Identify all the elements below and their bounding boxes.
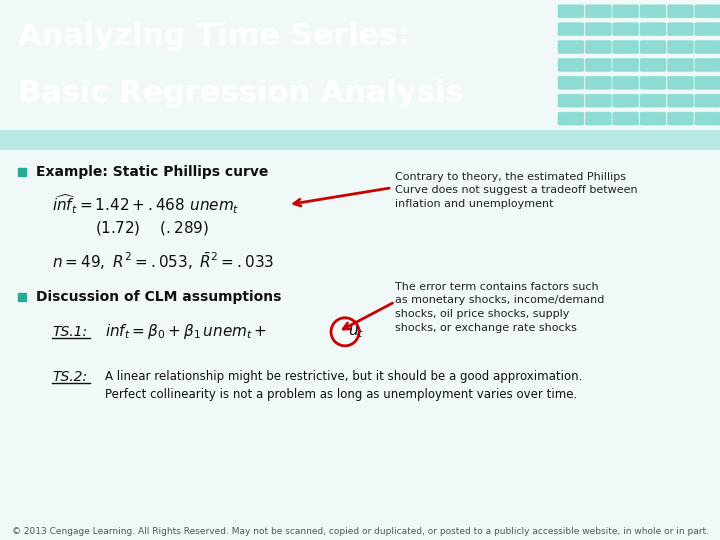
Text: Contrary to theory, the estimated Phillips
Curve does not suggest a tradeoff bet: Contrary to theory, the estimated Philli… [395, 172, 638, 209]
Text: $\widehat{inf}_t = 1.42 + .468\ unem_t$: $\widehat{inf}_t = 1.42 + .468\ unem_t$ [52, 193, 240, 217]
FancyBboxPatch shape [695, 5, 720, 18]
Text: Basic Regression Analysis: Basic Regression Analysis [18, 79, 464, 108]
Text: TS.1:: TS.1: [52, 325, 87, 339]
FancyBboxPatch shape [667, 94, 693, 107]
Text: Example: Static Phillips curve: Example: Static Phillips curve [36, 165, 269, 179]
FancyBboxPatch shape [585, 23, 611, 36]
FancyBboxPatch shape [640, 40, 666, 53]
Text: $(1.72)\ \ \ \ (.289)$: $(1.72)\ \ \ \ (.289)$ [95, 219, 209, 237]
FancyBboxPatch shape [558, 40, 584, 53]
FancyBboxPatch shape [585, 5, 611, 18]
FancyBboxPatch shape [558, 58, 584, 71]
FancyBboxPatch shape [558, 112, 584, 125]
FancyBboxPatch shape [667, 58, 693, 71]
FancyBboxPatch shape [613, 94, 639, 107]
FancyBboxPatch shape [585, 40, 611, 53]
FancyBboxPatch shape [667, 112, 693, 125]
FancyBboxPatch shape [585, 76, 611, 89]
FancyBboxPatch shape [585, 112, 611, 125]
FancyBboxPatch shape [695, 76, 720, 89]
FancyBboxPatch shape [640, 23, 666, 36]
FancyBboxPatch shape [558, 76, 584, 89]
FancyBboxPatch shape [640, 76, 666, 89]
Text: © 2013 Cengage Learning. All Rights Reserved. May not be scanned, copied or dupl: © 2013 Cengage Learning. All Rights Rese… [12, 528, 708, 537]
FancyBboxPatch shape [613, 112, 639, 125]
FancyBboxPatch shape [667, 5, 693, 18]
FancyBboxPatch shape [558, 23, 584, 36]
Text: $inf_t = \beta_0 + \beta_1\,unem_t +$: $inf_t = \beta_0 + \beta_1\,unem_t +$ [105, 322, 267, 341]
FancyBboxPatch shape [558, 94, 584, 107]
FancyBboxPatch shape [695, 58, 720, 71]
FancyBboxPatch shape [585, 58, 611, 71]
Text: $u_t$: $u_t$ [348, 324, 364, 340]
FancyBboxPatch shape [667, 76, 693, 89]
FancyBboxPatch shape [640, 5, 666, 18]
FancyBboxPatch shape [640, 112, 666, 125]
FancyBboxPatch shape [695, 40, 720, 53]
FancyBboxPatch shape [613, 76, 639, 89]
Bar [0, 130, 720, 150]
FancyBboxPatch shape [558, 5, 584, 18]
Text: $n = 49,\ R^2 = .053,\ \bar{R}^2 = .033$: $n = 49,\ R^2 = .053,\ \bar{R}^2 = .033$ [52, 251, 274, 272]
FancyBboxPatch shape [585, 94, 611, 107]
FancyBboxPatch shape [613, 40, 639, 53]
FancyBboxPatch shape [695, 94, 720, 107]
FancyBboxPatch shape [613, 58, 639, 71]
FancyBboxPatch shape [695, 23, 720, 36]
FancyBboxPatch shape [667, 23, 693, 36]
FancyBboxPatch shape [695, 112, 720, 125]
Text: A linear relationship might be restrictive, but it should be a good approximatio: A linear relationship might be restricti… [105, 370, 582, 401]
Text: TS.2:: TS.2: [52, 370, 87, 384]
FancyBboxPatch shape [613, 23, 639, 36]
Text: The error term contains factors such
as monetary shocks, income/demand
shocks, o: The error term contains factors such as … [395, 282, 604, 333]
Text: Analyzing Time Series:: Analyzing Time Series: [18, 22, 410, 51]
FancyBboxPatch shape [640, 58, 666, 71]
FancyBboxPatch shape [613, 5, 639, 18]
FancyBboxPatch shape [640, 94, 666, 107]
FancyBboxPatch shape [667, 40, 693, 53]
Text: Discussion of CLM assumptions: Discussion of CLM assumptions [36, 290, 282, 304]
